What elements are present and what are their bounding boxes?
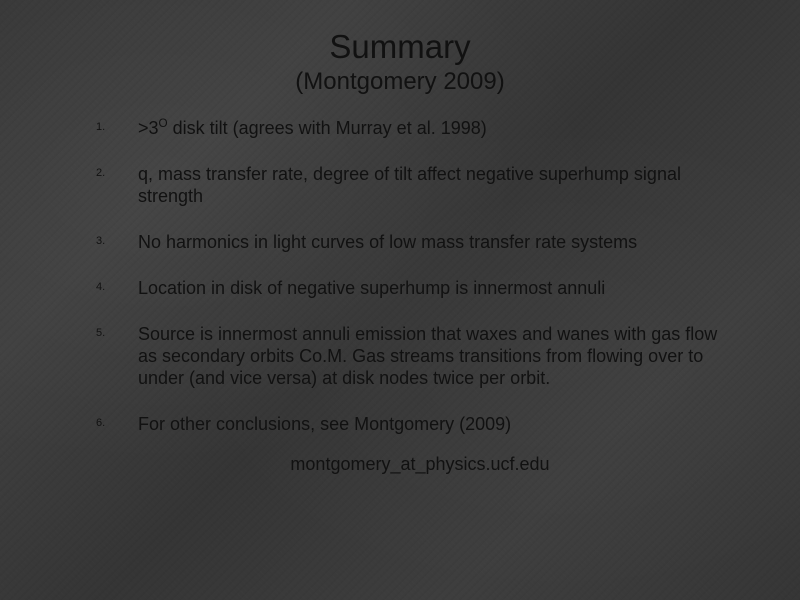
list-number: 6.	[96, 417, 105, 430]
list-text: >3O disk tilt (agrees with Murray et al.…	[138, 118, 487, 138]
list-item: 2. q, mass transfer rate, degree of tilt…	[138, 164, 720, 208]
list-text: For other conclusions, see Montgomery (2…	[138, 414, 511, 434]
list-item: 6. For other conclusions, see Montgomery…	[138, 414, 720, 436]
list-number: 5.	[96, 327, 105, 340]
list-text: No harmonics in light curves of low mass…	[138, 232, 637, 252]
list-number: 1.	[96, 121, 105, 134]
list-item: 3. No harmonics in light curves of low m…	[138, 232, 720, 254]
list-text: q, mass transfer rate, degree of tilt af…	[138, 164, 681, 206]
list-item: 1. >3O disk tilt (agrees with Murray et …	[138, 118, 720, 140]
list-item: 5. Source is innermost annuli emission t…	[138, 324, 720, 390]
list-text: Source is innermost annuli emission that…	[138, 324, 717, 388]
list-number: 2.	[96, 167, 105, 180]
slide-title: Summary	[60, 28, 740, 66]
slide-subtitle: (Montgomery 2009)	[60, 68, 740, 96]
slide: Summary (Montgomery 2009) 1. >3O disk ti…	[0, 0, 800, 600]
list-text: Location in disk of negative superhump i…	[138, 278, 605, 298]
summary-list: 1. >3O disk tilt (agrees with Murray et …	[60, 118, 740, 436]
list-number: 3.	[96, 235, 105, 248]
footer-contact: montgomery_at_physics.ucf.edu	[60, 454, 740, 475]
list-item: 4. Location in disk of negative superhum…	[138, 278, 720, 300]
list-number: 4.	[96, 281, 105, 294]
